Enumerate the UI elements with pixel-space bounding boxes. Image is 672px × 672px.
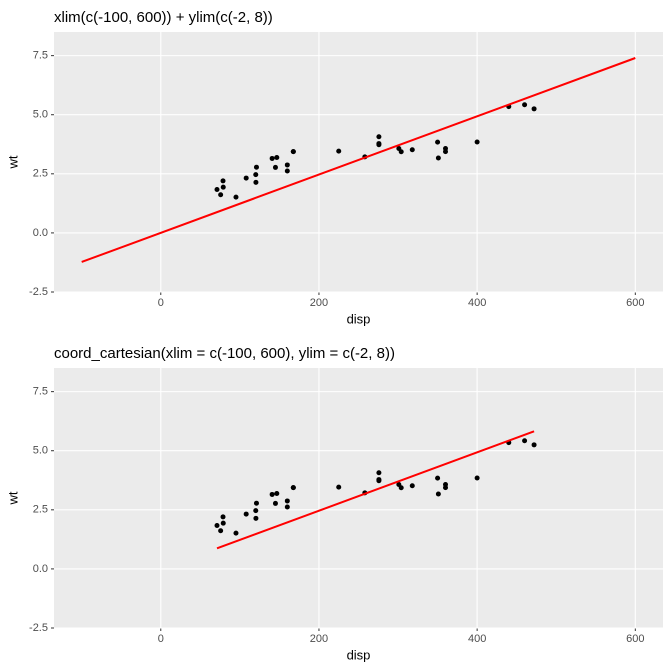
point (253, 515, 259, 521)
point (443, 146, 448, 152)
x-tick-label: 600 (626, 297, 644, 309)
x-axis-title: disp (347, 647, 371, 662)
point (409, 147, 415, 153)
point (214, 187, 220, 193)
point (272, 500, 278, 506)
point (522, 102, 528, 108)
point (220, 184, 226, 190)
y-tick-label: -2.5 (29, 622, 48, 634)
panel (54, 32, 663, 292)
point (274, 155, 280, 161)
point (474, 139, 480, 145)
point (376, 470, 382, 476)
point (269, 491, 275, 497)
y-tick-label: 2.5 (33, 504, 48, 516)
x-tick-label: 400 (468, 633, 486, 645)
point (531, 106, 537, 112)
point (253, 179, 259, 185)
y-tick-label: 2.5 (33, 168, 48, 180)
point (443, 482, 448, 488)
point (522, 438, 528, 444)
chart-title: xlim(c(-100, 600)) + ylim(c(-2, 8)) (54, 9, 273, 26)
point (243, 511, 249, 517)
y-tick-label: 0.0 (33, 227, 48, 239)
point (336, 484, 342, 490)
point (290, 485, 296, 491)
point (253, 164, 259, 170)
y-tick-label: 0.0 (33, 563, 48, 575)
point (220, 520, 226, 526)
point (531, 442, 537, 448)
x-axis-title: disp (347, 311, 371, 326)
point (336, 148, 342, 154)
point (435, 139, 441, 145)
point (218, 192, 224, 198)
point (274, 491, 280, 497)
x-tick-label: 400 (468, 297, 486, 309)
point (284, 498, 290, 504)
point (269, 155, 275, 161)
point (218, 528, 224, 534)
point (233, 530, 239, 536)
point (435, 475, 441, 481)
point (435, 491, 441, 497)
trend-line (81, 57, 636, 263)
trend-line (216, 430, 535, 550)
x-tick-label: 0 (158, 297, 164, 309)
point (376, 134, 382, 140)
point (376, 477, 382, 483)
point (396, 146, 402, 152)
x-tick-label: 0 (158, 633, 164, 645)
point (409, 483, 415, 489)
point (220, 514, 226, 520)
y-tick-label: 5.0 (33, 445, 48, 457)
point (290, 149, 296, 155)
y-tick-label: -2.5 (29, 286, 48, 298)
point (396, 482, 402, 488)
point (435, 155, 441, 161)
point (284, 168, 290, 174)
point (253, 508, 259, 514)
y-tick-label: 7.5 (33, 50, 48, 62)
y-tick-label: 7.5 (33, 386, 48, 398)
x-tick-label: 200 (310, 633, 328, 645)
point (253, 500, 259, 506)
point (220, 178, 226, 184)
point (233, 194, 239, 200)
y-axis-title: wt (5, 155, 20, 169)
point (284, 162, 290, 168)
point (376, 141, 382, 147)
point (474, 475, 480, 481)
chart-title: coord_cartesian(xlim = c(-100, 600), yli… (54, 345, 395, 362)
panel (54, 368, 663, 628)
y-axis-title: wt (5, 491, 20, 505)
point (243, 175, 249, 181)
y-tick-label: 5.0 (33, 109, 48, 121)
x-tick-label: 200 (310, 297, 328, 309)
point (272, 164, 278, 170)
x-tick-label: 600 (626, 633, 644, 645)
point (214, 523, 220, 529)
point (284, 504, 290, 510)
point (253, 172, 259, 178)
